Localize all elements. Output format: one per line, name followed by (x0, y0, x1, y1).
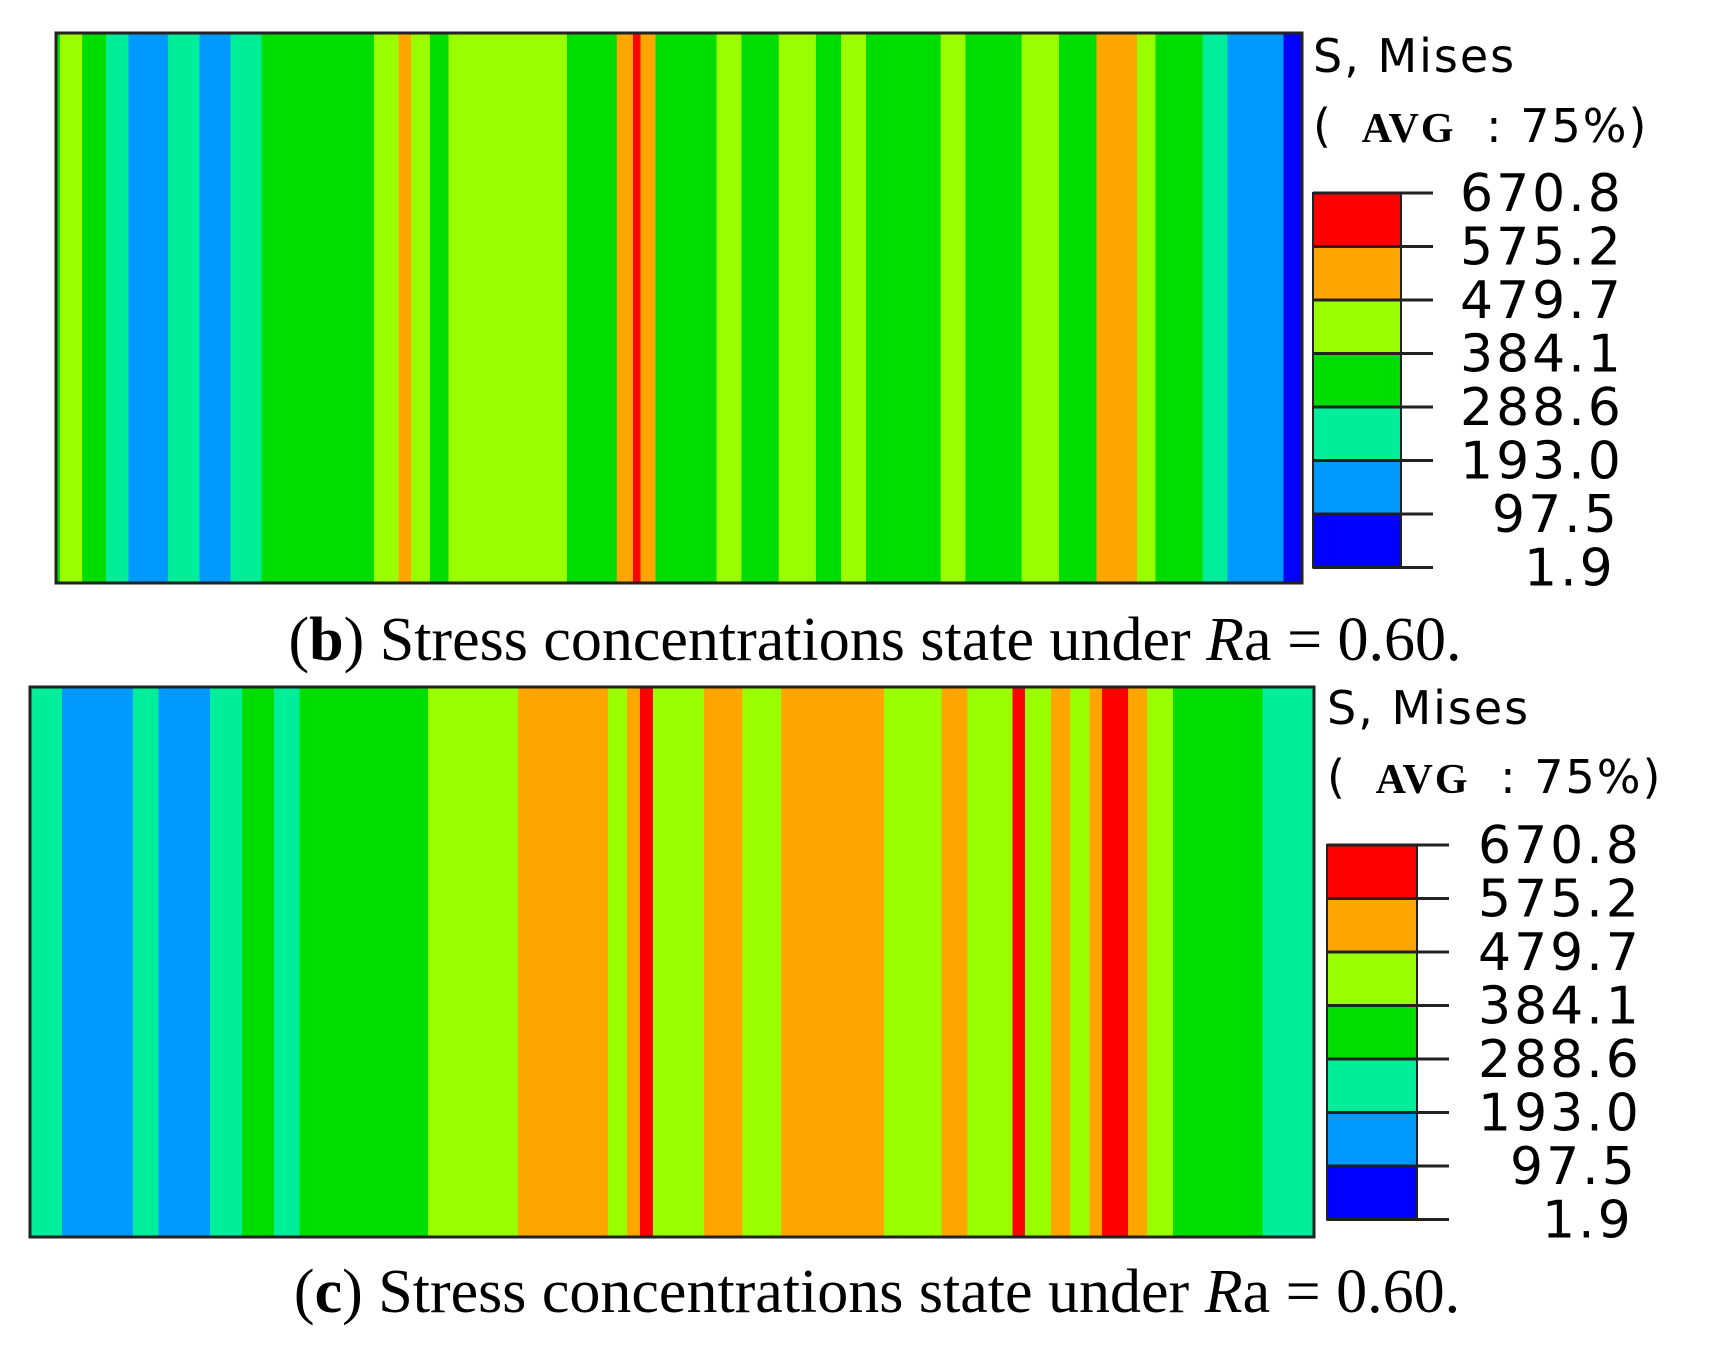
legend-level-label: 288.6 (1478, 1030, 1642, 1090)
legend-band (1327, 1166, 1417, 1220)
contour-plot-b (54, 31, 1304, 585)
legend-band (1313, 300, 1401, 354)
contour-plot-c (28, 685, 1316, 1239)
legend-band (1327, 898, 1417, 952)
legend-level-label: 670.8 (1478, 816, 1642, 876)
legend-level-label: 97.5 (1510, 1137, 1638, 1197)
legend-level-label: 670.8 (1460, 164, 1624, 224)
legend-c: S, Mises ( AVG : 75%) 670.8575.2479.7384… (1326, 681, 1662, 1251)
legend-level-label: 193.0 (1460, 432, 1624, 492)
legend-level-label: 288.6 (1460, 378, 1624, 438)
legend-band (1313, 246, 1401, 300)
panel-c: S, Mises ( AVG : 75%) 670.8575.2479.7384… (28, 681, 1662, 1326)
legend-band (1327, 1005, 1417, 1059)
legend-band (1327, 1059, 1417, 1113)
legend-band (1313, 193, 1401, 247)
legend-subtitle-b: ( AVG : 75%) (1313, 99, 1648, 153)
legend-level-label: 193.0 (1478, 1084, 1642, 1144)
legend-level-label: 1.9 (1542, 1191, 1634, 1251)
legend-band (1327, 952, 1417, 1006)
legend-ticks-b (1313, 191, 1433, 569)
legend-level-label: 479.7 (1460, 271, 1624, 331)
legend-b: S, Mises ( AVG : 75%) 670.8575.2479.7384… (1312, 29, 1648, 599)
legend-ticks-c (1327, 843, 1449, 1221)
legend-band (1327, 1112, 1417, 1166)
legend-subtitle-c: ( AVG : 75%) (1327, 750, 1662, 804)
legend-bands-b (1312, 192, 1402, 569)
caption-b: (b) Stress concentrations state under Ra… (288, 606, 1461, 674)
legend-title-c: S, Mises (1327, 681, 1530, 735)
legend-level-label: 1.9 (1524, 539, 1616, 599)
legend-level-label: 384.1 (1460, 325, 1624, 385)
legend-band (1313, 353, 1401, 407)
legend-band (1313, 407, 1401, 461)
panel-b: S, Mises ( AVG : 75%) 670.8575.2479.7384… (54, 29, 1648, 674)
caption-c: (c) Stress concentrations state under Ra… (294, 1258, 1460, 1326)
legend-level-label: 575.2 (1460, 218, 1624, 278)
legend-level-label: 575.2 (1478, 870, 1642, 930)
legend-band (1327, 845, 1417, 899)
legend-level-label: 384.1 (1478, 977, 1642, 1037)
legend-bands-c (1326, 844, 1418, 1221)
legend-level-label: 97.5 (1492, 485, 1620, 545)
legend-band (1313, 514, 1401, 568)
legend-title-b: S, Mises (1313, 29, 1516, 83)
legend-level-label: 479.7 (1478, 923, 1642, 983)
legend-band (1313, 460, 1401, 514)
